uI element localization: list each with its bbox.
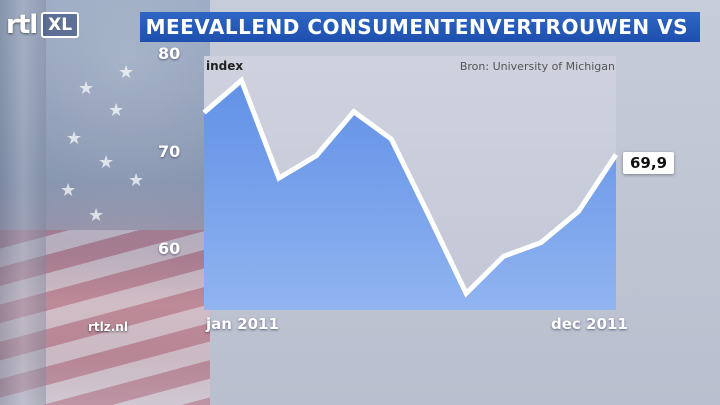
flag-star-icon: ★ <box>98 152 115 173</box>
y-axis-label: index <box>206 59 244 73</box>
last-value-label: 69,9 <box>623 152 675 174</box>
x-tick-label-end: dec 2011 <box>551 315 628 333</box>
flag-star-icon: ★ <box>88 205 105 226</box>
flag-background <box>0 0 210 405</box>
logo-brand: rtl <box>6 10 38 40</box>
flag-star-icon: ★ <box>78 78 95 99</box>
flag-stripes <box>0 230 210 405</box>
flag-pole <box>0 0 46 405</box>
rtl-xl-logo: rtl XL <box>6 10 80 40</box>
y-tick-label: 60 <box>158 239 181 259</box>
chart-title: MEEVALLEND CONSUMENTENVERTROUWEN VS <box>145 15 688 39</box>
y-tick-label: 70 <box>158 141 181 161</box>
source-label: Bron: University of Michigan <box>459 60 615 73</box>
x-tick-label-start: jan 2011 <box>206 315 279 333</box>
series-line <box>202 76 619 298</box>
title-bar: MEEVALLEND CONSUMENTENVERTROUWEN VS <box>140 12 700 42</box>
flag-star-icon: ★ <box>108 100 125 121</box>
flag-star-icon: ★ <box>66 128 83 149</box>
flag-star-icon: ★ <box>118 62 135 83</box>
y-tick-label: 80 <box>158 44 181 63</box>
flag-star-icon: ★ <box>128 170 145 191</box>
series-area <box>204 80 616 310</box>
logo-suffix: XL <box>41 12 80 38</box>
footer-url: rtlz.nl <box>88 320 128 334</box>
flag-star-icon: ★ <box>60 180 77 201</box>
